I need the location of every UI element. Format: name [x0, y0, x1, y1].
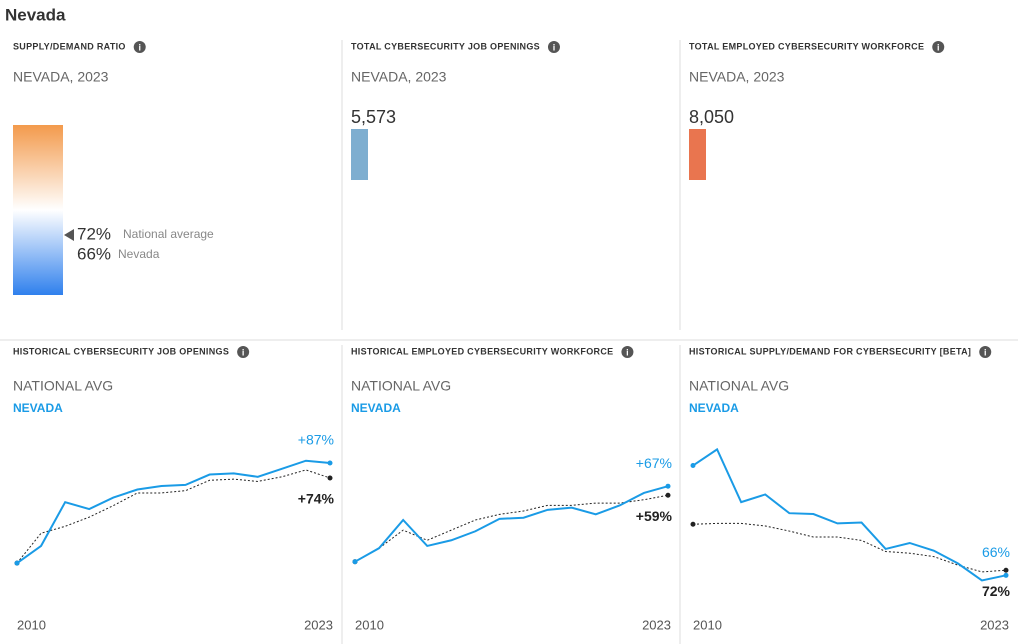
series-line — [692, 522, 1007, 573]
info-icon[interactable] — [621, 346, 634, 358]
series-line — [16, 469, 331, 564]
info-i: i — [138, 42, 141, 52]
legend-entry: NEVADA — [13, 401, 63, 415]
legend-entry: NATIONAL AVG — [351, 378, 451, 394]
end-dot — [327, 460, 333, 466]
gauge-bar — [13, 125, 63, 295]
panel-title: TOTAL CYBERSECURITY JOB OPENINGS — [351, 41, 540, 51]
info-icon[interactable] — [547, 41, 560, 53]
info-i: i — [626, 347, 629, 357]
info-icon[interactable] — [979, 346, 992, 358]
gauge-label: National average — [123, 227, 214, 241]
series-line — [692, 447, 1007, 582]
x-tick-label: 2010 — [693, 617, 722, 632]
gauge-value: 66% — [77, 244, 111, 263]
end-dot — [1003, 572, 1009, 578]
panel-subtitle: NEVADA, 2023 — [689, 69, 785, 85]
panel-title: HISTORICAL SUPPLY/DEMAND FOR CYBERSECURI… — [689, 346, 971, 356]
gauge-value: 72% — [77, 224, 111, 243]
end-dot — [14, 560, 20, 566]
kpi-value: 5,573 — [351, 107, 396, 127]
end-label: +87% — [298, 432, 334, 448]
page-title: Nevada — [5, 5, 66, 24]
legend-entry: NEVADA — [689, 401, 739, 415]
legend-entry: NATIONAL AVG — [13, 378, 113, 394]
legend-entry: NEVADA — [351, 401, 401, 415]
kpi-bar — [689, 129, 706, 180]
panel-title: HISTORICAL CYBERSECURITY JOB OPENINGS — [13, 346, 229, 356]
x-tick-label: 2023 — [980, 617, 1009, 632]
panel-title: HISTORICAL EMPLOYED CYBERSECURITY WORKFO… — [351, 346, 613, 356]
panel-title: SUPPLY/DEMAND RATIO — [13, 41, 126, 51]
x-tick-label: 2010 — [355, 617, 384, 632]
info-icon[interactable] — [237, 346, 250, 358]
kpi-value: 8,050 — [689, 107, 734, 127]
end-label: 66% — [982, 544, 1010, 560]
info-i: i — [242, 347, 245, 357]
legend-entry: NATIONAL AVG — [689, 378, 789, 394]
end-dot — [352, 559, 358, 565]
kpi-bar — [351, 129, 368, 180]
gauge-marker — [64, 229, 74, 241]
end-dot — [665, 492, 671, 498]
end-dot — [690, 521, 696, 527]
end-dot — [327, 475, 333, 481]
info-i: i — [937, 42, 940, 52]
x-tick-label: 2023 — [642, 617, 671, 632]
info-icon[interactable] — [932, 41, 945, 53]
end-label: 72% — [982, 583, 1011, 599]
info-i: i — [984, 347, 987, 357]
series-line — [354, 485, 669, 563]
panel-subtitle: NEVADA, 2023 — [13, 69, 109, 85]
x-tick-label: 2010 — [17, 617, 46, 632]
end-label: +74% — [298, 491, 335, 507]
series-line — [354, 494, 669, 563]
series-line — [16, 459, 331, 564]
panel-subtitle: NEVADA, 2023 — [351, 69, 447, 85]
end-dot — [690, 463, 696, 469]
end-dot — [665, 483, 671, 489]
info-i: i — [553, 42, 556, 52]
end-label: +59% — [636, 508, 673, 524]
gauge-label: Nevada — [118, 247, 160, 261]
end-dot — [1003, 567, 1009, 573]
end-label: +67% — [636, 455, 672, 471]
info-icon[interactable] — [133, 41, 146, 53]
panel-title: TOTAL EMPLOYED CYBERSECURITY WORKFORCE — [689, 41, 924, 51]
x-tick-label: 2023 — [304, 617, 333, 632]
